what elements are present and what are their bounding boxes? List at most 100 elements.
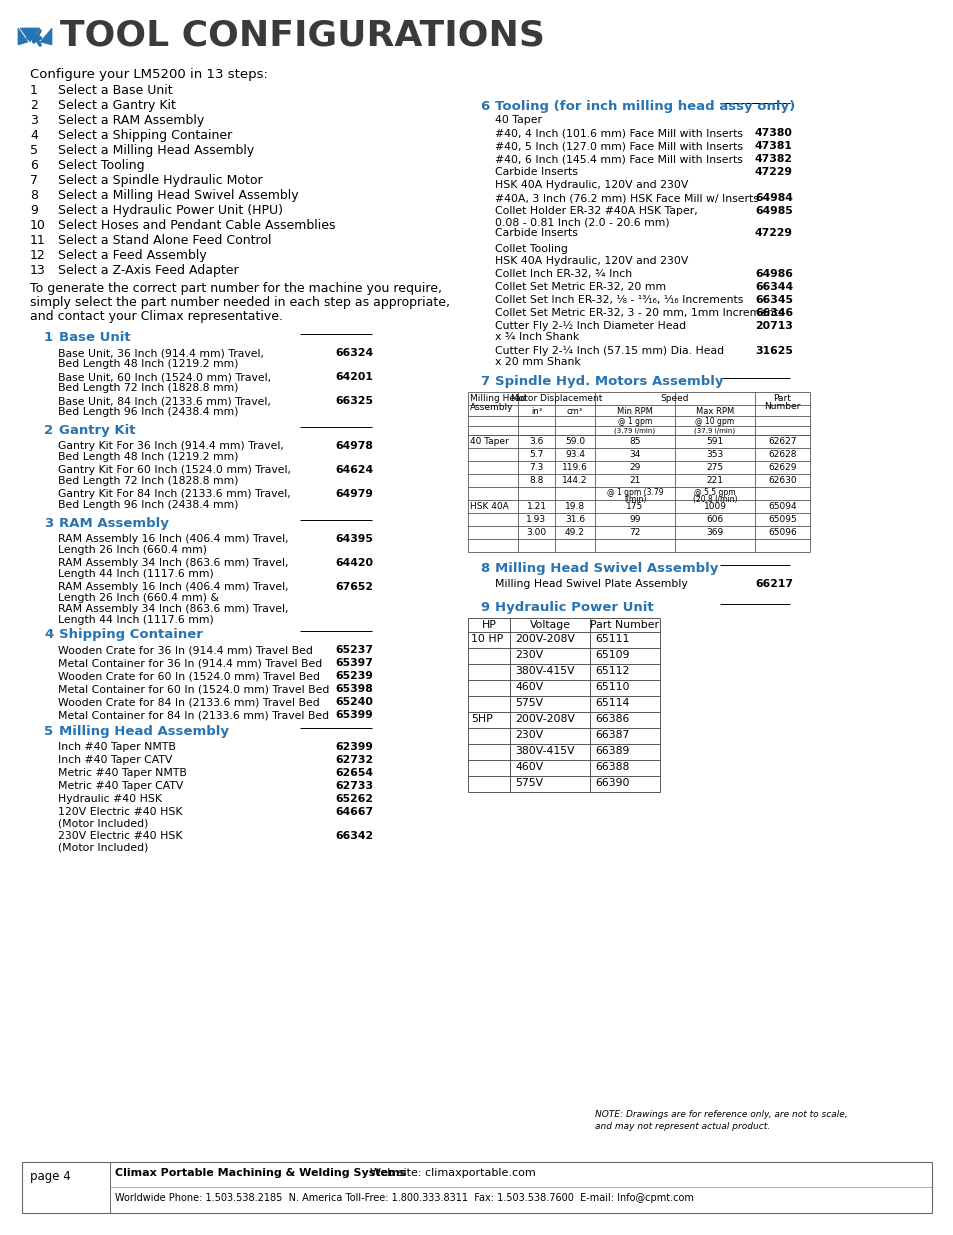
Text: 65240: 65240 [335, 697, 373, 706]
Text: 47380: 47380 [754, 128, 792, 138]
Text: Milling Head Assembly: Milling Head Assembly [59, 725, 229, 739]
Text: simply select the part number needed in each step as appropriate,: simply select the part number needed in … [30, 296, 450, 309]
Text: Voltage: Voltage [529, 620, 570, 630]
Text: 120V Electric #40 HSK: 120V Electric #40 HSK [58, 806, 182, 818]
Text: 65237: 65237 [335, 645, 373, 655]
Text: Select a Z-Axis Feed Adapter: Select a Z-Axis Feed Adapter [58, 264, 238, 277]
Text: Select a Feed Assembly: Select a Feed Assembly [58, 249, 207, 262]
Text: Metric #40 Taper CATV: Metric #40 Taper CATV [58, 781, 183, 790]
Text: 62654: 62654 [335, 768, 373, 778]
Text: Worldwide Phone: 1.503.538.2185  N. America Toll-Free: 1.800.333.8311  Fax: 1.50: Worldwide Phone: 1.503.538.2185 N. Ameri… [115, 1193, 693, 1203]
Text: 65111: 65111 [595, 634, 629, 643]
Text: HSK 40A: HSK 40A [470, 501, 508, 511]
Text: 64986: 64986 [754, 269, 792, 279]
Text: HSK 40A Hydraulic, 120V and 230V: HSK 40A Hydraulic, 120V and 230V [495, 180, 688, 190]
Text: 99: 99 [629, 515, 640, 524]
Text: Bed Length 48 Inch (1219.2 mm): Bed Length 48 Inch (1219.2 mm) [58, 359, 238, 369]
Text: To generate the correct part number for the machine you require,: To generate the correct part number for … [30, 282, 441, 295]
Text: 65110: 65110 [595, 682, 629, 692]
Text: Milling Head Swivel Plate Assembly: Milling Head Swivel Plate Assembly [495, 579, 687, 589]
Text: x ¾ Inch Shank: x ¾ Inch Shank [495, 332, 578, 342]
Text: Spindle Hyd. Motors Assembly: Spindle Hyd. Motors Assembly [495, 375, 722, 388]
Text: Metal Container for 36 In (914.4 mm) Travel Bed: Metal Container for 36 In (914.4 mm) Tra… [58, 658, 322, 668]
Text: Climax Portable Machining & Welding Systems: Climax Portable Machining & Welding Syst… [115, 1168, 406, 1178]
Text: Number: Number [763, 403, 800, 411]
Text: 3.6: 3.6 [529, 437, 543, 446]
Text: 65398: 65398 [335, 684, 373, 694]
Text: cm³: cm³ [566, 408, 582, 416]
Text: Motor Displacement: Motor Displacement [510, 394, 601, 403]
Text: Milling Head: Milling Head [470, 394, 526, 403]
Text: 19.8: 19.8 [564, 501, 584, 511]
Text: 65096: 65096 [767, 529, 796, 537]
Polygon shape [20, 28, 40, 42]
Text: Hydraulic #40 HSK: Hydraulic #40 HSK [58, 794, 162, 804]
Polygon shape [18, 28, 28, 44]
Text: 66387: 66387 [595, 730, 629, 740]
Text: Base Unit: Base Unit [59, 331, 131, 345]
Text: 4: 4 [44, 629, 53, 641]
Text: 66325: 66325 [335, 396, 373, 406]
Text: 3: 3 [44, 517, 53, 530]
Text: Shipping Container: Shipping Container [59, 629, 203, 641]
Text: 85: 85 [629, 437, 640, 446]
Text: 93.4: 93.4 [564, 450, 584, 459]
Text: 3: 3 [30, 114, 38, 127]
Text: @ 1 gpm: @ 1 gpm [618, 417, 652, 426]
Text: Select Tooling: Select Tooling [58, 159, 145, 172]
Text: 221: 221 [706, 475, 722, 485]
Text: 65262: 65262 [335, 794, 373, 804]
Text: and may not represent actual product.: and may not represent actual product. [595, 1123, 769, 1131]
Text: 47381: 47381 [754, 141, 792, 151]
Text: NOTE: Drawings are for reference only, are not to scale,: NOTE: Drawings are for reference only, a… [595, 1110, 846, 1119]
Text: 119.6: 119.6 [561, 463, 587, 472]
Text: 64979: 64979 [335, 489, 373, 499]
Text: Bed Length 48 Inch (1219.2 mm): Bed Length 48 Inch (1219.2 mm) [58, 452, 238, 462]
Text: HP: HP [481, 620, 496, 630]
Text: Wooden Crate for 36 In (914.4 mm) Travel Bed: Wooden Crate for 36 In (914.4 mm) Travel… [58, 645, 313, 655]
Text: 5: 5 [44, 725, 53, 739]
Text: Select a Shipping Container: Select a Shipping Container [58, 128, 232, 142]
Text: 40 Taper: 40 Taper [495, 115, 541, 125]
Text: 1.93: 1.93 [526, 515, 546, 524]
Text: Base Unit, 36 Inch (914.4 mm) Travel,: Base Unit, 36 Inch (914.4 mm) Travel, [58, 348, 264, 358]
Text: Cutter Fly 2-¼ Inch (57.15 mm) Dia. Head: Cutter Fly 2-¼ Inch (57.15 mm) Dia. Head [495, 346, 723, 356]
Text: 230V: 230V [515, 730, 542, 740]
Text: Gantry Kit: Gantry Kit [59, 424, 135, 437]
Text: @ 10 gpm: @ 10 gpm [695, 417, 734, 426]
Text: 62732: 62732 [335, 755, 373, 764]
Text: 1009: 1009 [702, 501, 726, 511]
Text: Tooling (for inch milling head assy only): Tooling (for inch milling head assy only… [495, 100, 795, 112]
Text: Select a Spindle Hydraulic Motor: Select a Spindle Hydraulic Motor [58, 174, 262, 186]
Text: 1: 1 [30, 84, 38, 98]
Text: Bed Length 72 Inch (1828.8 mm): Bed Length 72 Inch (1828.8 mm) [58, 475, 238, 487]
Text: 380V-415V: 380V-415V [515, 746, 574, 756]
Text: 40 Taper: 40 Taper [470, 437, 508, 446]
Text: 606: 606 [705, 515, 723, 524]
Text: 230V: 230V [515, 650, 542, 659]
Text: Part Number: Part Number [590, 620, 659, 630]
Text: 66345: 66345 [754, 295, 792, 305]
Text: 62630: 62630 [767, 475, 796, 485]
Text: Collet Holder ER-32 #40A HSK Taper,: Collet Holder ER-32 #40A HSK Taper, [495, 206, 697, 216]
Text: 11: 11 [30, 233, 46, 247]
Text: in³: in³ [531, 408, 541, 416]
Text: 29: 29 [629, 463, 640, 472]
Text: TOOL CONFIGURATIONS: TOOL CONFIGURATIONS [60, 19, 544, 52]
Text: 66386: 66386 [595, 714, 629, 724]
Text: 64978: 64978 [335, 441, 373, 451]
Text: x 20 mm Shank: x 20 mm Shank [495, 357, 580, 367]
Text: Assembly: Assembly [470, 403, 513, 412]
Text: 66344: 66344 [754, 282, 792, 291]
Text: 67652: 67652 [335, 582, 373, 592]
Text: 49.2: 49.2 [564, 529, 584, 537]
Text: Metal Container for 84 In (2133.6 mm) Travel Bed: Metal Container for 84 In (2133.6 mm) Tr… [58, 710, 329, 720]
Text: 59.0: 59.0 [564, 437, 584, 446]
Text: 47382: 47382 [754, 154, 792, 164]
Text: Collet Inch ER-32, ¾ Inch: Collet Inch ER-32, ¾ Inch [495, 269, 632, 279]
Text: 64667: 64667 [335, 806, 373, 818]
Text: 7.3: 7.3 [529, 463, 543, 472]
Text: Configure your LM5200 in 13 steps:: Configure your LM5200 in 13 steps: [30, 68, 268, 82]
Text: Collet Set Metric ER-32, 20 mm: Collet Set Metric ER-32, 20 mm [495, 282, 665, 291]
Text: 5.7: 5.7 [529, 450, 543, 459]
